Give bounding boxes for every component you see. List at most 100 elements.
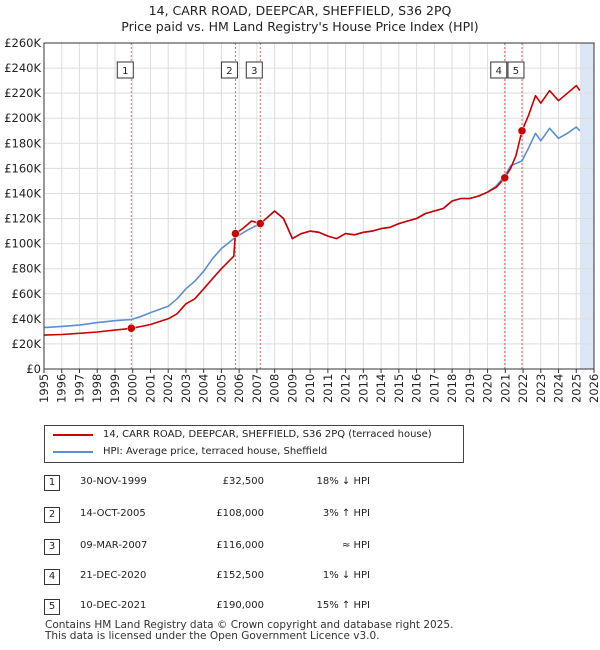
sale-label-box <box>220 61 238 79</box>
y-tick-label: £140K <box>4 186 41 200</box>
transaction-number: 1 <box>44 475 60 491</box>
y-tick-label: £20K <box>12 337 42 351</box>
y-tick-label: £80K <box>12 262 42 276</box>
sale-label-box <box>245 61 263 79</box>
x-tick-label: 2026 <box>587 374 600 403</box>
price-chart: 1 2 3 4 5 £0 £20K £40K £60K £80K £100K £120K £140K £1… <box>4 36 600 403</box>
x-tick-label: 2025 <box>569 374 583 403</box>
x-tick-label: 2003 <box>179 374 193 403</box>
legend-swatch-hpi <box>53 451 93 453</box>
transaction-number: 4 <box>44 569 60 585</box>
x-tick-label: 2016 <box>410 374 424 403</box>
sale-point <box>517 126 527 136</box>
sale-label-box <box>116 61 134 79</box>
transaction-hpi: 3% ↑ HPI <box>322 508 370 519</box>
x-tick-label: 2002 <box>161 374 175 403</box>
x-tick-label: 1997 <box>72 374 86 403</box>
sale-label: 1 <box>122 66 128 77</box>
transaction-price: £152,500 <box>216 570 264 581</box>
x-tick-label: 2013 <box>356 374 370 403</box>
footer-licence: This data is licensed under the Open Gov… <box>45 630 380 642</box>
sale-point <box>500 173 510 183</box>
x-tick-label: 1995 <box>37 374 51 403</box>
x-tick-label: 1996 <box>55 374 69 403</box>
x-tick-label: 2014 <box>374 374 388 403</box>
x-tick-label: 2020 <box>481 374 495 403</box>
transaction-number: 5 <box>44 599 60 615</box>
chart-title-line-2: Price paid vs. HM Land Registry's House … <box>121 19 479 34</box>
y-tick-label: £160K <box>4 161 41 175</box>
plot-area <box>44 43 594 369</box>
footer: Contains HM Land Registry data © Crown c… <box>45 620 453 642</box>
transaction-row: 1 30-NOV-1999 £32,500 18% ↓ HPI <box>0 472 600 494</box>
transaction-row: 4 21-DEC-2020 £152,500 1% ↓ HPI <box>0 566 600 588</box>
sale-label: 5 <box>513 66 519 77</box>
transaction-date: 30-NOV-1999 <box>80 476 147 487</box>
sale-point <box>127 324 136 333</box>
forecast-shade <box>579 43 594 369</box>
transaction-price: £108,000 <box>216 508 264 519</box>
transaction-number: 2 <box>44 507 60 523</box>
y-tick-label: £200K <box>4 111 41 125</box>
x-tick-label: 2021 <box>498 374 512 403</box>
transaction-date: 10-DEC-2021 <box>80 600 147 611</box>
transaction-price: £116,000 <box>216 540 264 551</box>
y-tick-label: £120K <box>4 212 41 226</box>
legend-item-hpi: HPI: Average price, terraced house, Shef… <box>53 444 327 460</box>
legend-label-property: 14, CARR ROAD, DEEPCAR, SHEFFIELD, S36 2… <box>103 429 432 440</box>
x-tick-label: 2017 <box>427 374 441 403</box>
transaction-hpi: ≈ HPI <box>341 540 370 551</box>
footer-copyright: Contains HM Land Registry data © Crown c… <box>45 619 454 631</box>
chart-title-line-1: 14, CARR ROAD, DEEPCAR, SHEFFIELD, S36 2… <box>148 3 452 18</box>
x-tick-label: 2001 <box>143 374 157 403</box>
x-tick-label: 2022 <box>516 374 530 403</box>
x-tick-label: 2008 <box>268 374 282 403</box>
y-tick-label: £220K <box>4 86 41 100</box>
x-tick-label: 2007 <box>250 374 264 403</box>
y-tick-label: £260K <box>4 36 41 50</box>
x-tick-label: 2010 <box>303 374 317 403</box>
property-price-line <box>43 84 581 336</box>
y-tick-label: £60K <box>12 287 42 301</box>
plot-frame <box>43 42 595 370</box>
sale-label-box <box>490 61 508 79</box>
sale-label: 3 <box>251 66 257 77</box>
y-tick-label: £40K <box>12 312 42 326</box>
y-tick-label: £240K <box>4 61 41 75</box>
x-tick-label: 2015 <box>392 374 406 403</box>
transaction-row: 2 14-OCT-2005 £108,000 3% ↑ HPI <box>0 504 600 526</box>
transaction-price: £190,000 <box>216 600 264 611</box>
x-tick-label: 2018 <box>445 374 459 403</box>
transaction-row: 3 09-MAR-2007 £116,000 ≈ HPI <box>0 536 600 558</box>
x-tick-label: 1999 <box>108 374 122 403</box>
sale-label: 4 <box>496 66 502 77</box>
sale-point <box>256 219 265 228</box>
transaction-hpi: 15% ↑ HPI <box>316 600 370 611</box>
x-tick-label: 2023 <box>534 374 548 403</box>
transaction-hpi: 18% ↓ HPI <box>316 476 370 487</box>
transaction-date: 21-DEC-2020 <box>80 570 147 581</box>
x-tick-label: 2005 <box>214 374 228 403</box>
x-tick-label: 2011 <box>321 374 335 403</box>
y-tick-label: £0 <box>26 362 41 376</box>
transaction-hpi: 1% ↓ HPI <box>322 570 370 581</box>
x-tick-label: 2006 <box>232 374 246 403</box>
transaction-row: 5 10-DEC-2021 £190,000 15% ↑ HPI <box>0 596 600 618</box>
x-tick-label: 2024 <box>552 374 566 403</box>
transaction-date: 14-OCT-2005 <box>80 508 146 519</box>
legend-label-hpi: HPI: Average price, terraced house, Shef… <box>103 446 328 457</box>
x-tick-label: 2019 <box>463 374 477 403</box>
x-tick-label: 2004 <box>197 374 211 403</box>
x-tick-label: 1998 <box>90 374 104 403</box>
transaction-price: £32,500 <box>222 476 264 487</box>
legend-swatch-property <box>53 434 93 436</box>
legend-item-property: 14, CARR ROAD, DEEPCAR, SHEFFIELD, S36 2… <box>53 427 432 443</box>
transaction-date: 09-MAR-2007 <box>80 540 148 551</box>
sale-point <box>231 229 240 238</box>
transaction-number: 3 <box>44 539 60 555</box>
x-tick-label: 2000 <box>126 374 140 403</box>
y-tick-label: £100K <box>4 237 41 251</box>
y-tick-label: £180K <box>4 136 41 150</box>
x-tick-label: 2009 <box>285 374 299 403</box>
sale-label: 2 <box>226 66 232 77</box>
